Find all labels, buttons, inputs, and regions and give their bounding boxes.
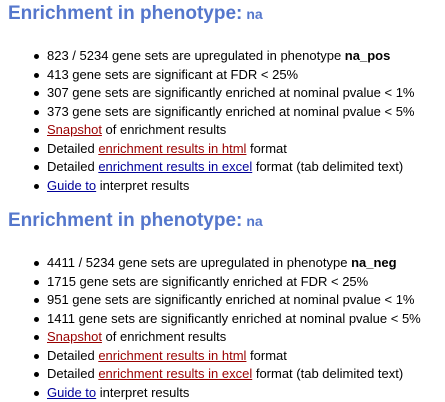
pvalue-1-text: 307 gene sets are significantly enriched… [47, 85, 414, 100]
html-suffix: format [246, 141, 286, 156]
excel-suffix: format (tab delimited text) [252, 366, 403, 381]
upregulated-text: 823 / 5234 gene sets are upregulated in … [47, 48, 345, 63]
heading-phenotype: na [246, 6, 262, 22]
results-list: 4411 / 5234 gene sets are upregulated in… [0, 254, 421, 402]
list-item-guide: Guide to interpret results [0, 177, 414, 196]
fdr-text: 413 gene sets are significant at FDR < 2… [47, 67, 298, 82]
list-item-pvalue-1: 307 gene sets are significantly enriched… [0, 84, 414, 103]
section-heading: Enrichment in phenotype:na [8, 209, 263, 233]
heading-label: Enrichment in phenotype: [8, 210, 242, 231]
list-item-upregulated: 823 / 5234 gene sets are upregulated in … [0, 47, 414, 66]
html-results-link[interactable]: enrichment results in html [98, 348, 246, 363]
list-item-excel: Detailed enrichment results in excel for… [0, 365, 421, 384]
guide-suffix: interpret results [96, 385, 189, 400]
html-suffix: format [246, 348, 286, 363]
list-item-pvalue-5: 373 gene sets are significantly enriched… [0, 103, 414, 122]
heading-label: Enrichment in phenotype: [8, 3, 242, 24]
fdr-text: 1715 gene sets are significantly enriche… [47, 274, 368, 289]
html-prefix: Detailed [47, 141, 98, 156]
pvalue-1-text: 951 gene sets are significantly enriched… [47, 292, 414, 307]
list-item-excel: Detailed enrichment results in excel for… [0, 158, 414, 177]
snapshot-link[interactable]: Snapshot [47, 329, 102, 344]
list-item-snapshot: Snapshot of enrichment results [0, 328, 421, 347]
upregulated-text: 4411 / 5234 gene sets are upregulated in… [47, 255, 351, 270]
list-item-snapshot: Snapshot of enrichment results [0, 121, 414, 140]
list-item-html: Detailed enrichment results in html form… [0, 140, 414, 159]
pvalue-5-text: 1411 gene sets are significantly enriche… [47, 311, 421, 326]
snapshot-link[interactable]: Snapshot [47, 122, 102, 137]
list-item-fdr: 413 gene sets are significant at FDR < 2… [0, 66, 414, 85]
results-list: 823 / 5234 gene sets are upregulated in … [0, 47, 414, 195]
list-item-upregulated: 4411 / 5234 gene sets are upregulated in… [0, 254, 421, 273]
list-item-pvalue-5: 1411 gene sets are significantly enriche… [0, 310, 421, 329]
snapshot-suffix: of enrichment results [102, 122, 226, 137]
upregulated-phenotype: na_neg [351, 255, 397, 270]
excel-prefix: Detailed [47, 159, 98, 174]
list-item-pvalue-1: 951 gene sets are significantly enriched… [0, 291, 421, 310]
guide-link[interactable]: Guide to [47, 385, 96, 400]
guide-link[interactable]: Guide to [47, 178, 96, 193]
html-results-link[interactable]: enrichment results in html [98, 141, 246, 156]
html-prefix: Detailed [47, 348, 98, 363]
excel-suffix: format (tab delimited text) [252, 159, 403, 174]
excel-results-link[interactable]: enrichment results in excel [98, 159, 252, 174]
pvalue-5-text: 373 gene sets are significantly enriched… [47, 104, 414, 119]
snapshot-suffix: of enrichment results [102, 329, 226, 344]
list-item-html: Detailed enrichment results in html form… [0, 347, 421, 366]
list-item-guide: Guide to interpret results [0, 384, 421, 402]
section-heading: Enrichment in phenotype:na [8, 2, 263, 26]
guide-suffix: interpret results [96, 178, 189, 193]
excel-results-link[interactable]: enrichment results in excel [98, 366, 252, 381]
excel-prefix: Detailed [47, 366, 98, 381]
upregulated-phenotype: na_pos [345, 48, 391, 63]
list-item-fdr: 1715 gene sets are significantly enriche… [0, 273, 421, 292]
heading-phenotype: na [246, 213, 262, 229]
